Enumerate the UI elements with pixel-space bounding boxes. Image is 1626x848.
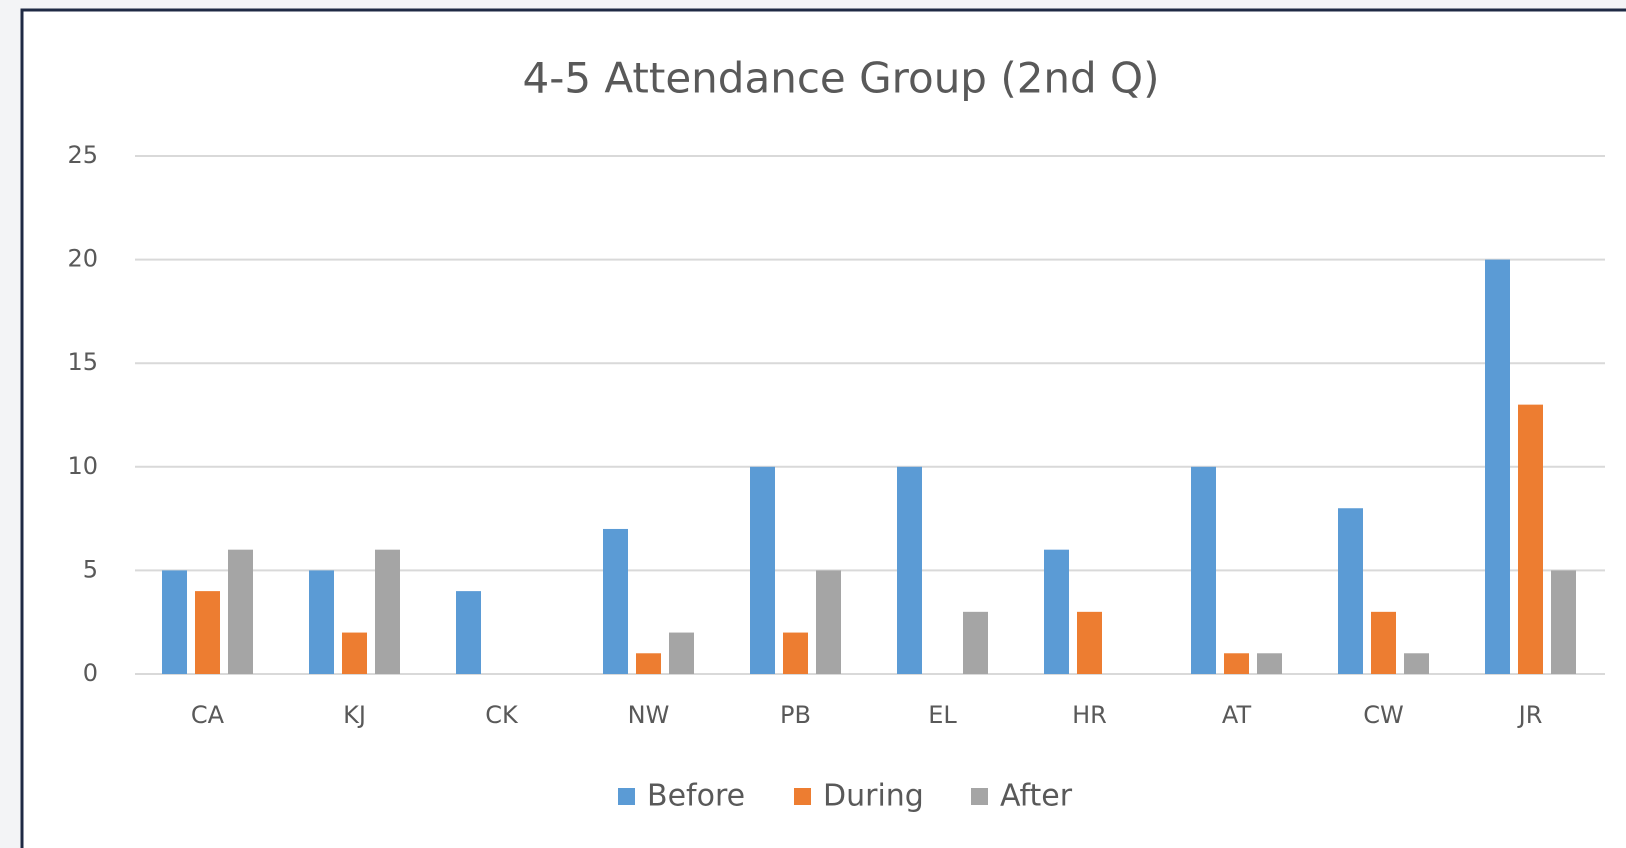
bar (375, 549, 400, 674)
bar (897, 466, 922, 674)
bar (1191, 466, 1216, 674)
x-tick-label: JR (1517, 701, 1543, 729)
bar (1518, 404, 1543, 674)
bar (1224, 653, 1249, 674)
x-tick-label: HR (1072, 701, 1107, 729)
bar (1404, 653, 1429, 674)
bar (1551, 570, 1576, 674)
bar (783, 632, 808, 674)
bar (636, 653, 661, 674)
x-tick-label: CW (1363, 701, 1404, 729)
y-tick-label: 0 (83, 659, 98, 687)
bar (1044, 549, 1069, 674)
x-tick-label: CK (485, 701, 519, 729)
bar (603, 528, 628, 674)
legend-label: After (1000, 779, 1073, 814)
bar (1338, 508, 1363, 674)
y-tick-label: 5 (83, 555, 98, 583)
x-tick-label: NW (628, 701, 670, 729)
bar (162, 570, 187, 674)
bar (195, 591, 220, 674)
y-tick-label: 25 (67, 141, 98, 169)
x-tick-label: EL (928, 701, 957, 729)
x-tick-label: PB (780, 701, 811, 729)
bar (750, 466, 775, 674)
bar (963, 611, 988, 674)
legend-swatch (971, 788, 988, 805)
legend-swatch (618, 788, 635, 805)
y-tick-label: 20 (67, 245, 98, 273)
chart-title: 4-5 Attendance Group (2nd Q) (522, 54, 1159, 103)
bar (1077, 611, 1102, 674)
bar (816, 570, 841, 674)
legend-swatch (794, 788, 811, 805)
bar (342, 632, 367, 674)
bar (228, 549, 253, 674)
bar (1485, 259, 1510, 674)
bar (1371, 611, 1396, 674)
x-tick-label: AT (1222, 701, 1252, 729)
bar (309, 570, 334, 674)
x-tick-label: CA (191, 701, 225, 729)
bar (456, 591, 481, 674)
legend-label: Before (647, 779, 745, 814)
chart-frame (20, 8, 1626, 848)
legend-label: During (823, 779, 924, 814)
y-tick-label: 10 (67, 452, 98, 480)
x-tick-label: KJ (343, 701, 366, 729)
bar (669, 632, 694, 674)
y-tick-label: 15 (67, 348, 98, 376)
bar (1257, 653, 1282, 674)
